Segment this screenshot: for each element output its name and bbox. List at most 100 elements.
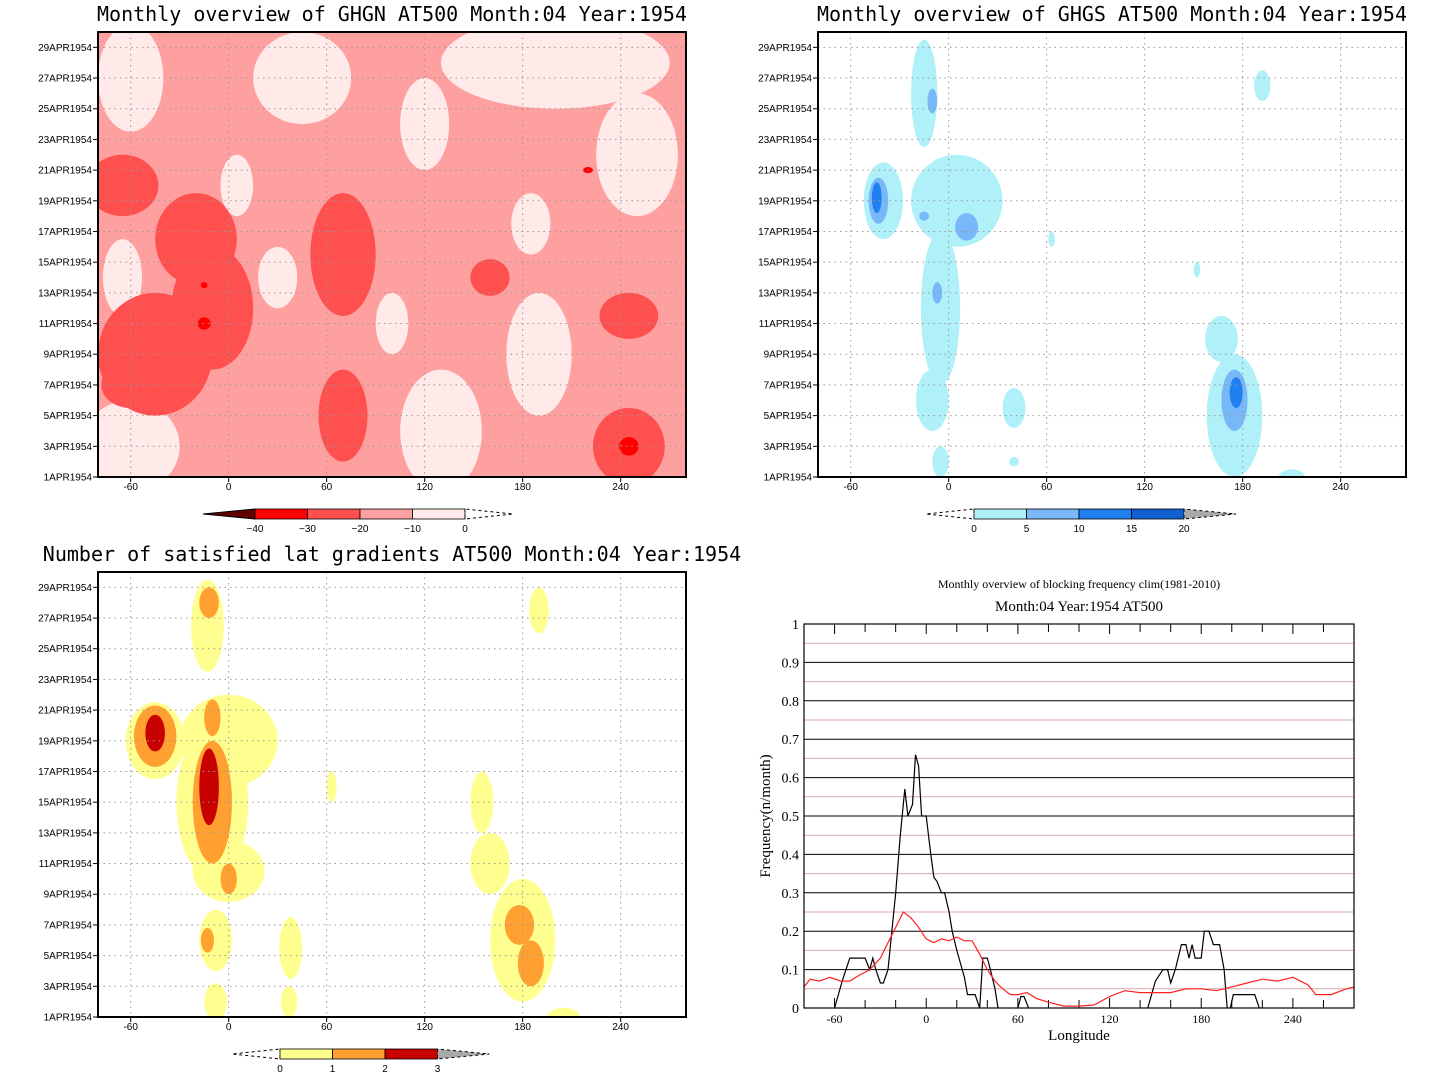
contour-region — [204, 983, 228, 1017]
y-tick-label: 0 — [792, 1002, 799, 1017]
y-tick-label: 5APR1954 — [44, 411, 93, 422]
colorbar-segment — [1026, 508, 1080, 520]
y-tick-label: 21APR1954 — [38, 706, 92, 717]
y-tick-label: 1 — [792, 618, 799, 633]
contour-region — [199, 587, 219, 619]
colorbar-label: 3 — [435, 1064, 441, 1075]
colorbar-segment — [254, 508, 308, 520]
series-line-1954 — [834, 754, 1260, 1009]
x-tick-label: 240 — [612, 482, 629, 493]
contour-region — [204, 699, 221, 737]
contour-region — [927, 88, 938, 114]
contour-region — [911, 39, 938, 148]
contour-region — [932, 446, 949, 477]
contour-region — [400, 78, 450, 171]
y-tick-label: 29APR1954 — [38, 583, 92, 594]
x-tick-label: -60 — [123, 482, 138, 493]
colorbar-segment — [1131, 508, 1185, 520]
y-tick-label: 9APR1954 — [764, 350, 813, 361]
plot-frame — [97, 31, 687, 478]
y-tick-label: 0.4 — [782, 848, 800, 863]
contour-region — [1009, 457, 1019, 467]
colorbar-low-triangle — [202, 508, 256, 520]
x-tick-label: -60 — [827, 1012, 843, 1026]
contour-region — [280, 986, 298, 1017]
y-tick-label: 29APR1954 — [38, 43, 92, 54]
contour-region — [547, 1007, 580, 1017]
y-tick-label: 11APR1954 — [759, 319, 813, 330]
frequency-ylabel: Frequency(n/month) — [758, 754, 774, 877]
contour-region — [619, 437, 639, 456]
colorbar-segment — [359, 508, 413, 520]
gradients-panel: -60 0 60 120 180 2401APR19543APR19545APR19547… — [38, 571, 687, 1075]
x-tick-label: 0 — [946, 482, 952, 493]
colorbar-low-triangle — [231, 1048, 281, 1060]
y-tick-label: 7APR1954 — [44, 380, 93, 391]
colorbar-label: 0 — [462, 524, 468, 535]
y-tick-label: 1APR1954 — [44, 473, 93, 484]
contour-region — [1278, 469, 1305, 477]
colorbar-label: 0 — [277, 1064, 283, 1075]
gradients-title: Number of satisfied lat gradients AT500 … — [43, 542, 741, 566]
y-tick-label: 21APR1954 — [38, 166, 92, 177]
plot-frame — [97, 571, 687, 1018]
x-tick-label: 120 — [1101, 1012, 1119, 1026]
colorbar-segment — [307, 508, 361, 520]
colorbar-segment — [384, 1048, 438, 1060]
series-line-clim-1981-2010- — [803, 911, 1355, 1007]
x-tick-label: 0 — [923, 1012, 929, 1026]
contour-region — [220, 154, 254, 217]
contour-region — [504, 904, 535, 945]
contour-region — [1002, 388, 1026, 428]
y-tick-label: 21APR1954 — [758, 166, 812, 177]
y-tick-label: 9APR1954 — [44, 890, 93, 901]
y-tick-label: 3APR1954 — [44, 982, 93, 993]
contour-region — [1254, 70, 1271, 102]
y-tick-label: 0.2 — [782, 925, 800, 940]
y-tick-label: 23APR1954 — [758, 135, 812, 146]
colorbar-label: −40 — [247, 524, 264, 535]
contour-region — [517, 940, 544, 987]
contour-region — [871, 182, 882, 214]
ghgn-panel: -60 0 60 120 180 240 1APR1954 3APR1954 5APR1954 7… — [38, 31, 687, 535]
ghgn-title: Monthly overview of GHGN AT500 Month:04 … — [97, 2, 687, 26]
contour-region — [511, 193, 551, 255]
contour-region — [145, 714, 165, 752]
colorbar-segment — [332, 1048, 386, 1060]
y-tick-label: 17APR1954 — [38, 767, 92, 778]
colorbar-label: −30 — [299, 524, 316, 535]
y-tick-label: 0.6 — [782, 772, 800, 787]
x-tick-label: 240 — [612, 1022, 629, 1033]
y-tick-label: 13APR1954 — [38, 288, 92, 299]
contour-region — [197, 317, 211, 330]
contour-region — [102, 239, 143, 316]
contour-region — [955, 213, 979, 241]
y-tick-label: 3APR1954 — [44, 442, 93, 453]
y-tick-label: 3APR1954 — [764, 442, 813, 453]
gradients-field — [98, 572, 686, 1017]
x-tick-label: 60 — [1041, 482, 1053, 493]
contour-region — [171, 246, 254, 370]
y-tick-label: 1APR1954 — [764, 473, 813, 484]
contour-region — [200, 928, 214, 953]
contour-region — [596, 93, 678, 217]
y-tick-label: 15APR1954 — [758, 258, 812, 269]
contour-region — [220, 863, 237, 895]
y-tick-label: 19APR1954 — [38, 736, 92, 747]
contour-region — [919, 211, 930, 221]
y-tick-label: 29APR1954 — [758, 43, 812, 54]
ghgs-panel: -60 0 60 120 180 240 1APR1954 3APR1954 5APR1954 7… — [758, 31, 1407, 535]
y-tick-label: 9APR1954 — [44, 350, 93, 361]
colorbar-high-triangle — [464, 508, 514, 520]
y-tick-label: 17APR1954 — [758, 227, 812, 238]
y-tick-label: 17APR1954 — [38, 227, 92, 238]
x-tick-label: 0 — [226, 482, 232, 493]
y-tick-label: 15APR1954 — [38, 258, 92, 269]
frequency-subtitle: Month:04 Year:1954 AT500 — [995, 599, 1163, 615]
contour-region — [529, 587, 549, 634]
x-tick-label: 180 — [514, 1022, 531, 1033]
ghgs-title: Monthly overview of GHGS AT500 Month:04 … — [817, 2, 1407, 26]
y-tick-label: 25APR1954 — [38, 644, 92, 655]
colorbar-segment — [412, 508, 466, 520]
contour-region — [1048, 231, 1055, 247]
